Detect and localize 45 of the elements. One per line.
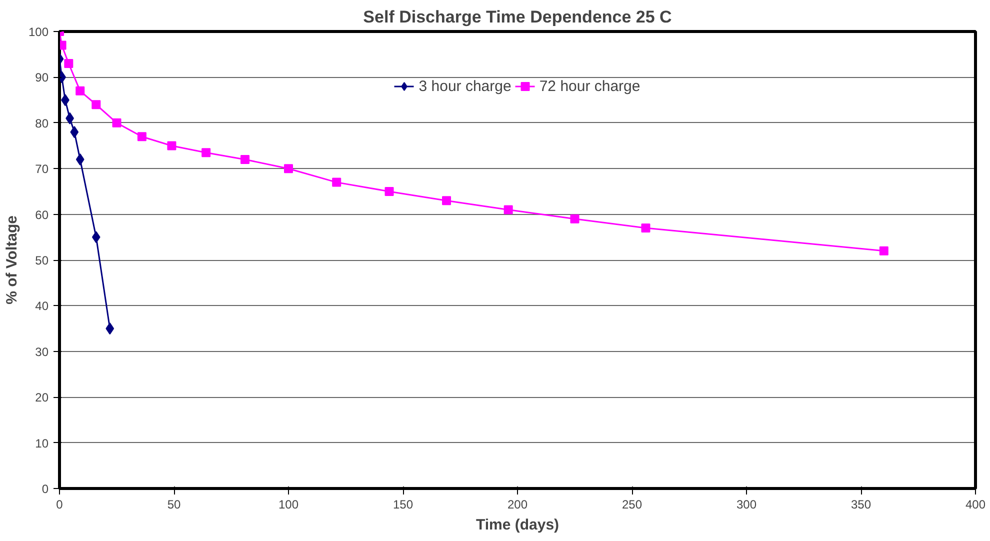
x-tick-label: 300	[736, 498, 757, 512]
point	[76, 153, 84, 166]
point	[92, 100, 101, 110]
point	[106, 322, 114, 335]
y-tick-label: 100	[28, 25, 49, 39]
y-tick-label: 10	[35, 436, 49, 450]
point	[112, 118, 122, 128]
x-tick-label: 0	[56, 498, 64, 512]
point	[64, 58, 74, 68]
legend-label: 3 hour charge	[418, 78, 512, 94]
point	[641, 224, 650, 233]
point	[570, 214, 580, 224]
point	[879, 246, 888, 256]
legend-label: 72 hour charge	[539, 78, 640, 94]
point	[332, 178, 342, 187]
y-tick-label: 60	[35, 208, 49, 222]
point	[504, 205, 513, 214]
y-axis-title: % of Voltage	[3, 216, 20, 304]
point	[240, 154, 250, 164]
y-tick-label: 80	[35, 116, 49, 130]
y-tick-label: 0	[42, 482, 49, 496]
y-tick-label: 50	[35, 254, 49, 268]
x-tick-label: 200	[507, 498, 528, 512]
point	[70, 126, 79, 138]
point	[137, 132, 146, 142]
y-tick-label: 40	[35, 299, 49, 314]
x-tick-label: 400	[965, 498, 986, 512]
point	[284, 164, 293, 174]
point	[384, 186, 394, 196]
y-tick-label: 90	[35, 70, 49, 85]
x-tick-label: 250	[622, 498, 642, 512]
point	[442, 196, 452, 206]
y-tick-label: 70	[35, 162, 49, 176]
point	[76, 86, 85, 96]
y-tick-label: 30	[35, 344, 49, 359]
x-tick-label: 150	[392, 498, 414, 512]
point	[92, 231, 100, 244]
y-tick-label: 20	[35, 390, 49, 405]
chart-title: Self Discharge Time Dependence 25 C	[363, 8, 672, 26]
x-tick-label: 350	[850, 498, 872, 512]
x-tick-label: 50	[167, 498, 181, 512]
point	[167, 141, 176, 150]
point	[202, 148, 211, 158]
x-tick-label: 100	[278, 498, 299, 512]
x-axis-title: Time (days)	[476, 516, 560, 534]
